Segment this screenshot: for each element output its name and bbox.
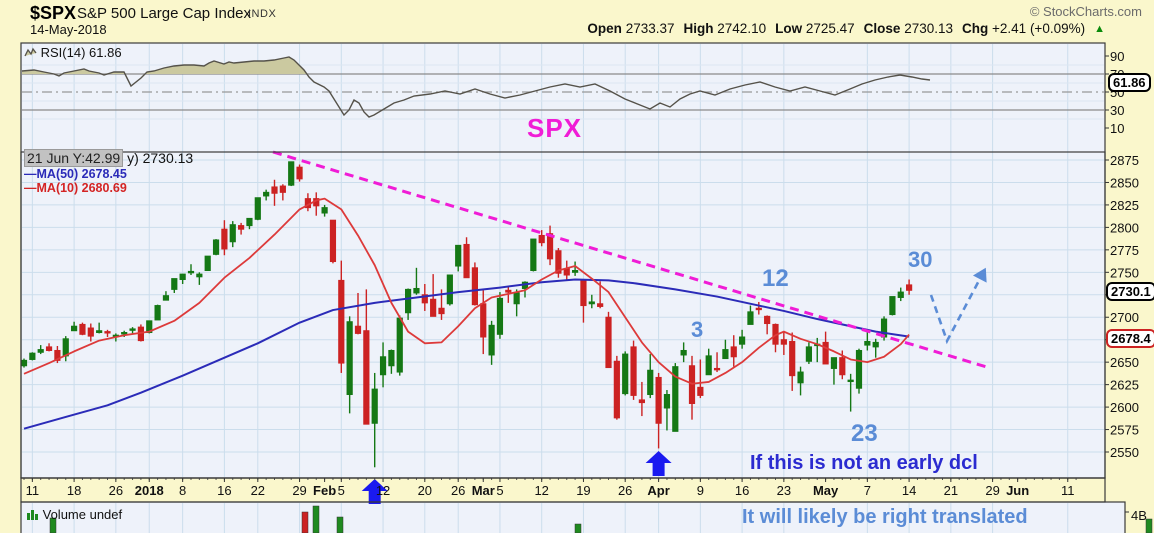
svg-text:Mar: Mar: [472, 483, 495, 498]
ticker-symbol: $SPX: [30, 3, 77, 23]
svg-text:29: 29: [292, 483, 306, 498]
svg-text:12: 12: [534, 483, 548, 498]
svg-text:19: 19: [576, 483, 590, 498]
svg-text:8: 8: [179, 483, 186, 498]
copyright: © StockCharts.com: [1029, 4, 1142, 19]
svg-text:26: 26: [618, 483, 632, 498]
svg-text:10: 10: [1110, 121, 1124, 136]
svg-text:30: 30: [1110, 103, 1124, 118]
svg-text:Jun: Jun: [1006, 483, 1029, 498]
svg-text:5: 5: [496, 483, 503, 498]
low-label: Low: [775, 21, 803, 36]
svg-text:26: 26: [451, 483, 465, 498]
legend-close-value: y) 2730.13: [127, 150, 194, 166]
svg-text:2600: 2600: [1110, 400, 1139, 415]
svg-text:Feb: Feb: [313, 483, 336, 498]
annotation-23: 23: [851, 420, 878, 447]
ma10-legend: —MA(10) 2680.69: [24, 181, 127, 195]
svg-text:11: 11: [26, 483, 40, 498]
svg-text:5: 5: [338, 483, 345, 498]
volume-axis-label: 4B: [1131, 508, 1147, 523]
ma50-legend: —MA(50) 2678.45: [24, 167, 127, 181]
high-value: 2742.10: [717, 21, 767, 36]
svg-text:22: 22: [251, 483, 265, 498]
svg-text:26: 26: [109, 483, 123, 498]
annotation-30: 30: [908, 247, 933, 272]
svg-text:2018: 2018: [135, 483, 164, 498]
svg-text:23: 23: [777, 483, 791, 498]
open-label: Open: [587, 21, 622, 36]
close-label: Close: [863, 21, 901, 36]
svg-text:9: 9: [697, 483, 704, 498]
rsi-indicator-icon: [24, 47, 37, 57]
low-value: 2725.47: [805, 21, 855, 36]
last-price-bubble: 2730.1: [1106, 282, 1154, 301]
svg-text:2850: 2850: [1110, 175, 1139, 190]
svg-text:2550: 2550: [1110, 445, 1139, 460]
main-legend-line: 21 Jun Y:42.99 y) 2730.13: [24, 149, 194, 167]
volume-label: Volume undef: [42, 507, 123, 522]
chg-label: Chg: [962, 21, 989, 36]
index-name: S&P 500 Large Cap Index: [77, 5, 252, 22]
annotation-right-translated: It will likely be right translated: [742, 506, 1028, 528]
svg-text:16: 16: [217, 483, 231, 498]
svg-text:2650: 2650: [1110, 355, 1139, 370]
annotation-spx: SPX: [527, 113, 583, 143]
svg-text:29: 29: [985, 483, 999, 498]
svg-text:2700: 2700: [1110, 310, 1139, 325]
chg-value: +2.41 (+0.09%): [992, 21, 1086, 36]
crosshair-tooltip: 21 Jun Y:42.99: [24, 149, 124, 167]
annotation-early-dcl: If this is not an early dcl: [750, 452, 978, 474]
svg-text:20: 20: [418, 483, 432, 498]
svg-text:2825: 2825: [1110, 198, 1139, 213]
svg-text:90: 90: [1110, 49, 1124, 64]
volume-indicator-icon: [27, 510, 38, 520]
svg-text:12: 12: [376, 483, 390, 498]
open-value: 2733.37: [625, 21, 675, 36]
svg-text:Apr: Apr: [647, 483, 669, 498]
annotation-12: 12: [762, 265, 789, 292]
svg-text:2875: 2875: [1110, 153, 1139, 168]
up-triangle-icon: ▲: [1094, 22, 1105, 35]
svg-text:2625: 2625: [1110, 378, 1139, 393]
svg-text:2775: 2775: [1110, 243, 1139, 258]
high-label: High: [683, 21, 714, 36]
svg-text:16: 16: [735, 483, 749, 498]
svg-text:7: 7: [864, 483, 871, 498]
volume-legend: Volume undef: [26, 507, 122, 522]
svg-text:18: 18: [67, 483, 81, 498]
exchange-label: INDX: [248, 8, 277, 20]
svg-text:2800: 2800: [1110, 220, 1139, 235]
svg-text:May: May: [813, 483, 839, 498]
svg-text:21: 21: [944, 483, 958, 498]
svg-text:2750: 2750: [1110, 265, 1139, 280]
chart-date: 14-May-2018: [30, 22, 107, 37]
rsi-value-bubble: 61.86: [1108, 73, 1151, 92]
svg-text:2575: 2575: [1110, 423, 1139, 438]
svg-text:11: 11: [1061, 483, 1075, 498]
annotation-3: 3: [691, 317, 704, 342]
svg-text:14: 14: [902, 483, 916, 498]
close-value: 2730.13: [904, 21, 954, 36]
ma-price-bubble: 2678.4: [1106, 329, 1154, 348]
rsi-label: RSI(14) 61.86: [40, 45, 122, 60]
ohlc-quote-bar: Open 2733.37 High 2742.10 Low 2725.47 Cl…: [587, 21, 1105, 36]
rsi-legend: RSI(14) 61.86: [24, 45, 122, 60]
